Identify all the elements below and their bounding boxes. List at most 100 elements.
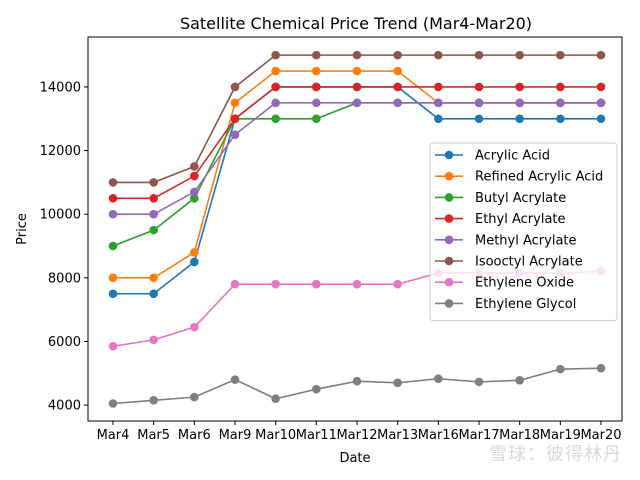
data-point <box>352 376 362 386</box>
data-point <box>108 178 118 187</box>
data-point <box>108 193 118 203</box>
data-point <box>108 399 118 408</box>
data-point <box>596 50 606 60</box>
legend-label: Ethylene Oxide <box>475 276 574 291</box>
data-point <box>474 82 484 92</box>
data-point <box>108 273 118 283</box>
data-point <box>230 279 240 289</box>
legend-item: Refined Acrylic Acid <box>435 170 603 185</box>
series-ethylene-glycol <box>108 363 606 408</box>
legend-item: Ethylene Oxide <box>435 276 574 291</box>
data-point <box>352 66 362 76</box>
data-point <box>271 50 280 60</box>
data-point <box>312 82 321 92</box>
data-point <box>230 114 240 124</box>
legend-item: Acrylic Acid <box>435 149 550 164</box>
legend-box <box>429 142 618 322</box>
data-point <box>108 289 118 299</box>
y-tick-label: 10000 <box>40 208 81 223</box>
legend-swatch-marker <box>444 299 454 308</box>
legend-label: Methyl Acrylate <box>475 233 577 248</box>
series-isooctyl-acrylate <box>108 50 606 187</box>
legend-swatch-marker <box>444 171 454 181</box>
data-point <box>434 374 443 383</box>
data-point <box>596 363 606 373</box>
data-point <box>271 114 280 124</box>
x-tick-label: Mar11 <box>296 428 337 443</box>
data-point <box>190 248 199 257</box>
data-point <box>434 114 443 124</box>
data-point <box>556 50 565 60</box>
x-tick-label: Mar6 <box>178 428 211 443</box>
data-point <box>352 98 362 108</box>
data-point <box>352 279 362 289</box>
data-point <box>108 241 118 251</box>
data-point <box>149 396 158 405</box>
y-axis-label: Price <box>15 213 30 245</box>
legend-swatch-marker <box>444 214 454 223</box>
data-point <box>393 378 402 388</box>
data-point <box>230 130 240 139</box>
data-point <box>230 82 240 92</box>
x-tick-label: Mar20 <box>580 428 621 443</box>
data-point <box>271 279 280 289</box>
data-point <box>312 279 321 289</box>
data-point <box>515 114 524 124</box>
x-tick-label: Mar12 <box>336 428 377 443</box>
legend-swatch-marker <box>444 235 454 245</box>
data-point <box>515 375 524 385</box>
data-point <box>352 50 362 60</box>
data-point <box>393 82 402 92</box>
x-tick-label: Mar17 <box>458 428 499 443</box>
x-tick-label: Mar16 <box>418 428 459 443</box>
data-point <box>190 322 199 332</box>
data-point <box>312 66 321 76</box>
data-point <box>434 50 443 60</box>
data-point <box>190 257 199 267</box>
data-point <box>190 171 199 181</box>
data-point <box>393 98 402 108</box>
legend-swatch-marker <box>444 193 454 202</box>
data-point <box>474 114 484 124</box>
data-point <box>230 375 240 384</box>
data-point <box>474 50 484 60</box>
data-point <box>393 50 402 60</box>
legend-label: Ethyl Acrylate <box>475 212 566 227</box>
data-point <box>352 82 362 92</box>
data-point <box>556 364 565 374</box>
data-point <box>149 273 158 283</box>
data-point <box>108 209 118 219</box>
legend-item: Butyl Acrylate <box>435 191 566 206</box>
legend-item: Isooctyl Acrylate <box>435 255 583 270</box>
series-ethyl-acrylate <box>108 82 606 203</box>
legend-label: Isooctyl Acrylate <box>475 255 583 270</box>
chart-title: Satellite Chemical Price Trend (Mar4-Mar… <box>180 14 532 33</box>
x-axis-label: Date <box>339 451 370 466</box>
legend-swatch-marker <box>444 256 454 266</box>
data-point <box>434 82 443 92</box>
data-point <box>556 82 565 92</box>
data-point <box>515 98 524 108</box>
data-point <box>149 225 158 235</box>
data-point <box>230 98 240 108</box>
data-point <box>190 392 199 402</box>
watermark: 雪球：彼得林丹 <box>489 444 622 465</box>
data-point <box>149 209 158 219</box>
data-point <box>596 114 606 124</box>
legend-item: Methyl Acrylate <box>435 233 577 248</box>
data-point <box>312 50 321 60</box>
data-point <box>312 384 321 394</box>
data-point <box>271 66 280 76</box>
data-point <box>515 50 524 60</box>
data-point <box>108 341 118 351</box>
x-tick-label: Mar9 <box>219 428 252 443</box>
legend-label: Refined Acrylic Acid <box>475 170 603 185</box>
x-axis: Mar4 Mar5 Mar6 Mar9 Mar10 Mar11 Mar12 Mar13 Mar1… <box>97 421 622 443</box>
x-tick-label: Mar4 <box>97 428 130 443</box>
data-point <box>149 289 158 299</box>
data-point <box>271 98 280 108</box>
legend-label: Butyl Acrylate <box>475 191 566 206</box>
x-tick-label: Mar10 <box>255 428 296 443</box>
data-point <box>393 279 402 289</box>
